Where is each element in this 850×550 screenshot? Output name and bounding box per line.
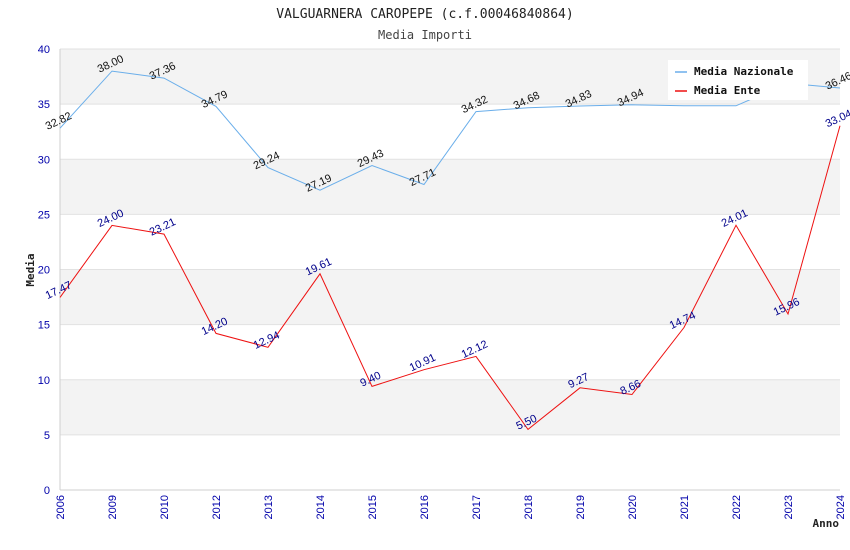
x-tick-label: 2016 — [419, 495, 431, 519]
x-tick-label: 2006 — [55, 495, 67, 519]
y-tick-label: 30 — [38, 154, 50, 166]
y-tick-label: 15 — [38, 320, 50, 332]
x-tick-label: 2014 — [315, 495, 327, 519]
x-tick-label: 2013 — [263, 495, 275, 519]
x-tick-label: 2020 — [627, 495, 639, 519]
x-axis-title: Anno — [813, 517, 840, 530]
y-tick-label: 0 — [44, 485, 50, 497]
plot-band — [60, 324, 840, 380]
legend-box — [668, 60, 808, 100]
plot-band — [60, 269, 840, 325]
plot-band — [60, 104, 840, 160]
y-tick-label: 10 — [38, 375, 50, 387]
legend-label-media-ente: Media Ente — [694, 84, 761, 97]
x-tick-label: 2022 — [731, 495, 743, 519]
y-tick-label: 35 — [38, 99, 50, 111]
x-tick-labels: 2006 2009 2010 2012 2013 2014 2015 2016 2017 2018… — [55, 495, 847, 519]
legend: Media Nazionale Media Ente — [668, 60, 808, 100]
x-tick-label: 2010 — [159, 495, 171, 519]
legend-label-media-nazionale: Media Nazionale — [694, 65, 794, 78]
x-tick-label: 2015 — [367, 495, 379, 519]
y-tick-labels: 0 5 10 15 20 25 30 35 40 — [38, 44, 50, 497]
series-line-media-ente — [59, 125, 841, 431]
x-tick-label: 2018 — [523, 495, 535, 519]
plot-band — [60, 379, 840, 435]
x-tick-label: 2017 — [471, 495, 483, 519]
y-tick-label: 5 — [44, 430, 50, 442]
x-tick-label: 2012 — [211, 495, 223, 519]
series-lines — [59, 70, 841, 431]
plot-band — [60, 434, 840, 490]
x-tick-label: 2023 — [783, 495, 795, 519]
axes — [59, 49, 840, 491]
y-tick-label: 25 — [38, 209, 50, 221]
plot-band — [60, 159, 840, 215]
y-tick-label: 20 — [38, 265, 50, 277]
chart-title: VALGUARNERA CAROPEPE (c.f.00046840864) — [276, 7, 573, 22]
y-axis-title: Media — [24, 253, 37, 286]
x-tick-label: 2019 — [575, 495, 587, 519]
plot-band — [60, 214, 840, 270]
x-tick-label: 2009 — [107, 495, 119, 519]
x-tick-label: 2021 — [679, 495, 691, 519]
x-tick-label: 2024 — [835, 495, 847, 519]
plot-bands — [60, 49, 840, 490]
y-tick-label: 40 — [38, 44, 50, 56]
series-line-media-nazionale — [59, 70, 841, 191]
chart-subtitle: Media Importi — [378, 28, 472, 42]
